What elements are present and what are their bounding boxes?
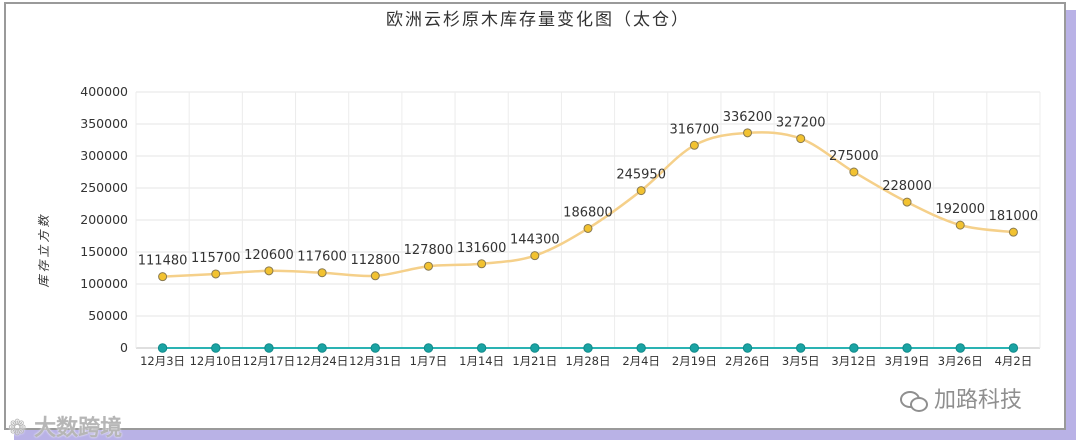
data-label: 111480 bbox=[138, 254, 188, 269]
watermark-right: 加路科技 bbox=[900, 382, 1022, 414]
x-tick-label: 2月19日 bbox=[672, 354, 717, 368]
x-tick-label: 3月12日 bbox=[831, 354, 876, 368]
data-label: 120600 bbox=[244, 248, 294, 263]
y-tick-label: 300000 bbox=[80, 148, 128, 163]
y-axis-label: 库存立方数 bbox=[37, 212, 51, 287]
data-point bbox=[530, 251, 540, 261]
data-point bbox=[689, 343, 700, 353]
x-tick-label: 3月26日 bbox=[938, 354, 983, 368]
data-point bbox=[317, 268, 327, 278]
y-tick-label: 250000 bbox=[80, 180, 128, 195]
data-label: 275000 bbox=[829, 149, 879, 164]
x-tick-label: 2月26日 bbox=[725, 354, 770, 368]
y-tick-label: 400000 bbox=[80, 84, 128, 99]
x-tick-label: 12月24日 bbox=[296, 354, 348, 368]
data-point bbox=[583, 223, 593, 233]
data-point bbox=[583, 343, 593, 353]
data-point bbox=[796, 134, 806, 144]
data-point bbox=[264, 343, 274, 353]
data-label: 316700 bbox=[670, 122, 720, 137]
data-label: 144300 bbox=[510, 233, 560, 248]
data-point bbox=[689, 140, 699, 150]
data-point bbox=[423, 343, 434, 353]
data-point bbox=[476, 343, 487, 353]
data-point bbox=[743, 128, 753, 138]
y-tick-label: 350000 bbox=[80, 116, 128, 131]
data-label: 245950 bbox=[616, 168, 666, 183]
x-tick-label: 1月28日 bbox=[566, 354, 611, 368]
y-tick-label: 150000 bbox=[80, 244, 128, 259]
data-point bbox=[264, 266, 274, 276]
data-point bbox=[317, 343, 327, 353]
watermark-left: ❁ 大数跨境 bbox=[8, 410, 122, 442]
wechat-icon bbox=[900, 389, 928, 412]
data-point bbox=[477, 259, 487, 269]
data-point bbox=[158, 272, 168, 282]
y-tick-label: 100000 bbox=[80, 276, 128, 291]
data-label: 181000 bbox=[989, 209, 1039, 224]
data-point bbox=[636, 186, 646, 196]
data-label: 131600 bbox=[457, 241, 507, 256]
data-point bbox=[1008, 343, 1019, 353]
x-tick-label: 3月5日 bbox=[782, 354, 820, 368]
data-point bbox=[370, 343, 380, 353]
watermark-right-text: 加路科技 bbox=[934, 388, 1023, 413]
data-point bbox=[955, 220, 965, 230]
data-point bbox=[370, 271, 380, 281]
data-label: 336200 bbox=[723, 110, 773, 125]
x-tick-label: 2月4日 bbox=[622, 354, 660, 368]
data-point bbox=[211, 269, 221, 279]
data-label: 192000 bbox=[935, 202, 985, 217]
data-point bbox=[902, 197, 912, 207]
grid-lines bbox=[135, 91, 1041, 349]
data-point bbox=[157, 343, 168, 353]
data-label: 186800 bbox=[563, 205, 613, 220]
data-point bbox=[849, 343, 859, 353]
data-label: 117600 bbox=[297, 250, 347, 265]
x-tick-label: 4月2日 bbox=[995, 354, 1033, 368]
data-point bbox=[849, 167, 859, 177]
data-point bbox=[902, 343, 912, 353]
x-tick-label: 3月19日 bbox=[885, 354, 930, 368]
x-tick-label: 12月17日 bbox=[243, 354, 295, 368]
chart-title: 欧洲云杉原木库存量变化图（太仓） bbox=[386, 10, 690, 30]
data-label: 115700 bbox=[191, 251, 241, 266]
x-tick-label: 12月31日 bbox=[349, 354, 401, 368]
data-point bbox=[636, 343, 646, 353]
data-label: 327200 bbox=[776, 116, 826, 131]
x-tick-label: 12月10日 bbox=[190, 354, 242, 368]
y-tick-label: 50000 bbox=[88, 308, 128, 323]
x-tick-label: 1月14日 bbox=[459, 354, 504, 368]
data-labels: 111480 115700 120600 117600 112800 127800 1316… bbox=[138, 110, 1038, 269]
data-point bbox=[530, 343, 540, 353]
y-tick-label: 200000 bbox=[80, 212, 128, 227]
data-label: 127800 bbox=[404, 243, 454, 258]
data-point bbox=[742, 343, 753, 353]
series-group bbox=[157, 128, 1019, 353]
x-tick-label: 1月7日 bbox=[410, 354, 448, 368]
y-tick-labels: 0 50000 100000 150000 200000 250000 300000 3500… bbox=[80, 84, 128, 355]
x-tick-label: 12月3日 bbox=[140, 354, 185, 368]
x-tick-label: 1月21日 bbox=[512, 354, 557, 368]
chart-card bbox=[4, 2, 1066, 430]
watermark-left-text: 大数跨境 bbox=[34, 416, 123, 441]
y-tick-label: 0 bbox=[120, 340, 128, 355]
watermark-left-icon: ❁ bbox=[8, 416, 35, 441]
data-point bbox=[796, 343, 806, 353]
x-tick-labels: 12月3日 12月10日 12月17日 12月24日 12月31日 1月7日 1月14日 1月… bbox=[140, 348, 1032, 368]
data-point bbox=[955, 343, 965, 353]
data-point bbox=[423, 261, 433, 271]
data-point bbox=[211, 343, 221, 353]
data-label: 228000 bbox=[882, 179, 932, 194]
data-point bbox=[1008, 227, 1018, 237]
data-label: 112800 bbox=[350, 253, 400, 268]
